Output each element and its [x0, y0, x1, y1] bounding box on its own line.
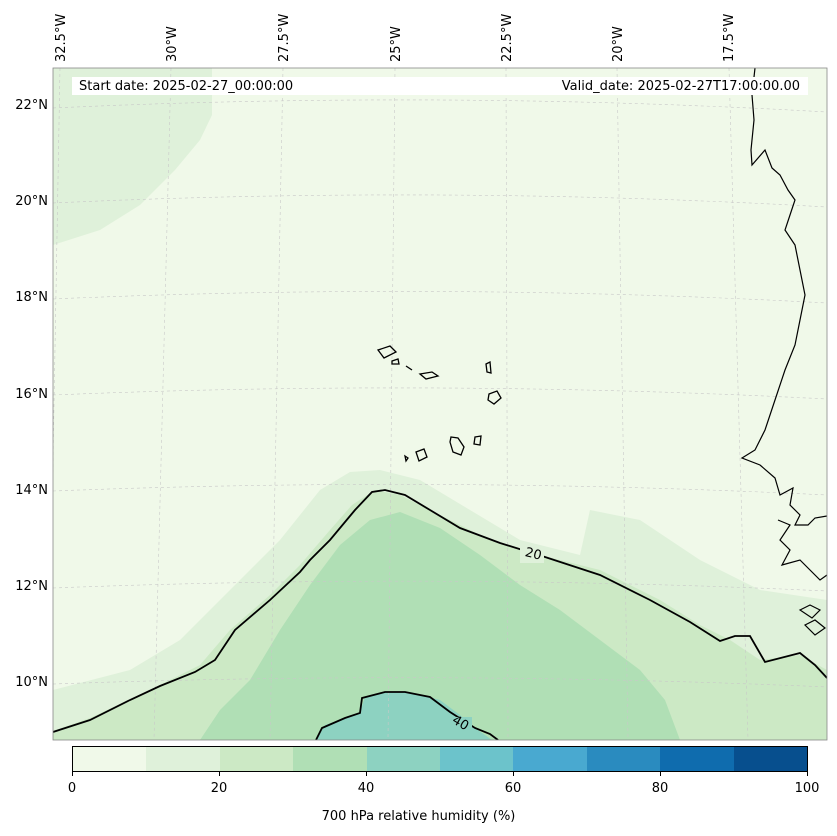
island-fogo: [415, 448, 428, 462]
colorbar-segment-3: [293, 747, 367, 771]
colorbar-tick-100: [807, 772, 808, 776]
guinea-coastline: [777, 519, 827, 581]
lon-label-22-5w: 22.5°W: [500, 13, 515, 62]
colorbar-segment-1: [146, 747, 220, 771]
contour-line-40: [315, 691, 499, 740]
colorbar-segment-8: [660, 747, 734, 771]
contour-line-20: [53, 489, 827, 733]
lon-label-30w: 30°W: [165, 26, 180, 62]
africa-coastline: [740, 68, 827, 526]
contour-label-bg-20: [520, 547, 544, 563]
colorbar-tick-0: [72, 772, 73, 776]
rh-level-30-40: [200, 512, 680, 740]
map-frame: [52, 67, 828, 741]
contour-label-bg-40: [448, 717, 472, 733]
colorbar-segment-6: [513, 747, 587, 771]
date-banner: [72, 77, 808, 95]
colorbar-segment-9: [733, 747, 808, 771]
lat-label-14n: 14°N: [15, 483, 48, 498]
island-santo-antao: [376, 345, 398, 359]
lat-label-22n: 22°N: [15, 98, 48, 113]
island-sao-nicolau: [418, 371, 440, 380]
island-sal: [485, 360, 492, 374]
island-brava: [404, 454, 409, 463]
lon-label-25w: 25°W: [389, 26, 404, 62]
colorbar-tick-60: [513, 772, 514, 776]
island-boa-vista: [487, 390, 502, 405]
cape-verde-islands: [376, 345, 502, 463]
colorbar-tick-label-100: 100: [794, 781, 820, 796]
colorbar-tick-label-60: 60: [504, 781, 522, 796]
colorbar-tick-40: [366, 772, 367, 776]
lat-label-12n: 12°N: [15, 579, 48, 594]
colorbar-segment-0: [73, 747, 147, 771]
island-santiago: [449, 436, 465, 456]
colorbar-segment-2: [219, 747, 294, 771]
colorbar-segment-5: [440, 747, 514, 771]
island-santa-luzia: [405, 365, 413, 371]
colorbar-tick-label-40: 40: [357, 781, 375, 796]
rh-region-northwest: [53, 68, 212, 245]
lon-label-27-5w: 27.5°W: [277, 13, 292, 62]
colorbar: [72, 746, 808, 772]
colorbar-tick-label-0: 0: [67, 781, 77, 796]
colorbar-title: 700 hPa relative humidity (%): [321, 809, 516, 824]
lat-label-16n: 16°N: [15, 387, 48, 402]
start-date-label: Start date: 2025-02-27_00:00:00: [79, 79, 294, 94]
island-sao-vicente: [391, 358, 400, 365]
colorbar-tick-20: [219, 772, 220, 776]
lat-label-20n: 20°N: [15, 194, 48, 209]
graticule: [53, 68, 827, 740]
colorbar-segment-4: [366, 747, 441, 771]
colorbar-tick-label-80: 80: [651, 781, 669, 796]
lon-label-32-5w: 32.5°W: [54, 13, 69, 62]
lat-label-18n: 18°N: [15, 290, 48, 305]
lon-label-17-5w: 17.5°W: [722, 13, 737, 62]
lon-label-20w: 20°W: [611, 26, 626, 62]
lat-label-10n: 10°N: [15, 675, 48, 690]
map-area: [53, 68, 827, 740]
bijagos-islands: [798, 604, 827, 636]
valid-date-label: Valid_date: 2025-02-27T17:00:00.00: [561, 79, 800, 94]
colorbar-segment-7: [586, 747, 661, 771]
colorbar-tick-label-20: 20: [210, 781, 228, 796]
island-maio: [473, 435, 482, 446]
colorbar-tick-80: [660, 772, 661, 776]
